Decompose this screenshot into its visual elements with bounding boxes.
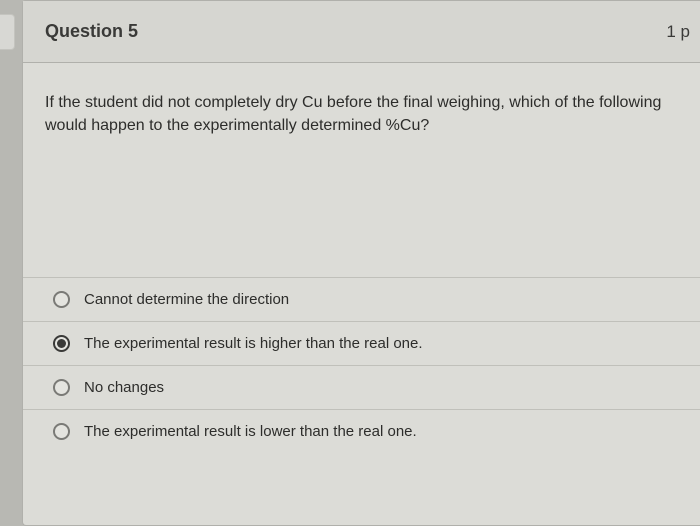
answer-label: No changes: [84, 379, 164, 396]
bookmark-tab[interactable]: [0, 14, 15, 50]
answer-label: The experimental result is lower than th…: [84, 423, 417, 440]
question-title: Question 5: [45, 21, 138, 42]
radio-icon: [53, 379, 70, 396]
radio-icon: [53, 423, 70, 440]
answer-label: The experimental result is higher than t…: [84, 335, 423, 352]
answer-option-1[interactable]: The experimental result is higher than t…: [23, 321, 700, 365]
question-card: Question 5 1 p If the student did not co…: [22, 0, 700, 526]
quiz-viewport: Question 5 1 p If the student did not co…: [0, 0, 700, 526]
answers-list: Cannot determine the direction The exper…: [23, 277, 700, 453]
question-body: If the student did not completely dry Cu…: [23, 63, 700, 453]
radio-icon: [53, 335, 70, 352]
question-points: 1 p: [666, 22, 690, 42]
answer-option-3[interactable]: The experimental result is lower than th…: [23, 409, 700, 453]
question-header: Question 5 1 p: [23, 1, 700, 63]
answer-option-2[interactable]: No changes: [23, 365, 700, 409]
radio-icon: [53, 291, 70, 308]
answer-option-0[interactable]: Cannot determine the direction: [23, 277, 700, 321]
answer-label: Cannot determine the direction: [84, 291, 289, 308]
question-prompt: If the student did not completely dry Cu…: [45, 91, 680, 137]
